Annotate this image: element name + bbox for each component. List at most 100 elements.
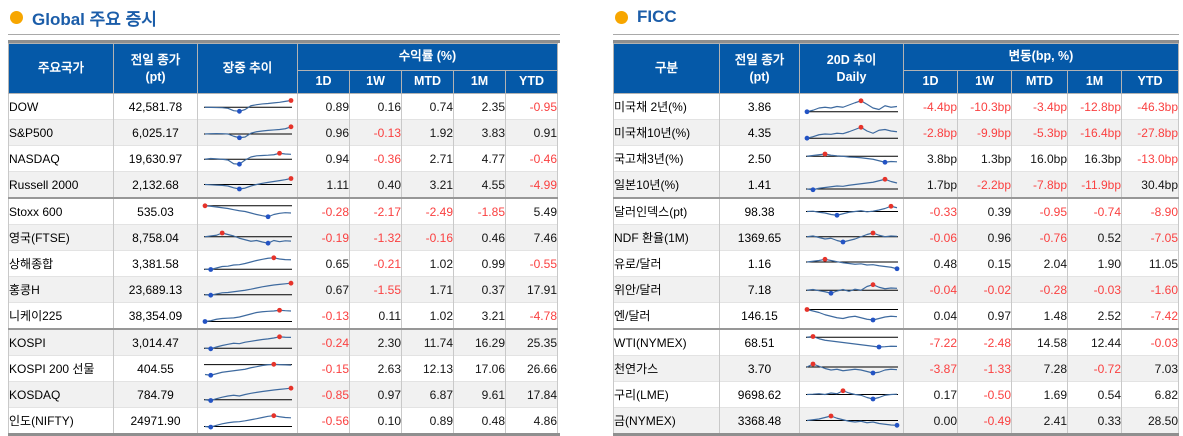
close-price-cell: 24971.90 <box>113 407 198 433</box>
change-value-cell: 2.63 <box>349 355 402 382</box>
table-row: KOSPI 200 선물 404.55 -0.15 2.63 12.13 17.06 26.… <box>8 355 558 382</box>
price-line <box>806 178 897 191</box>
change-value-cell: -0.49 <box>957 407 1012 433</box>
change-value-cell: 2.04 <box>1011 250 1068 277</box>
close-price-cell: 6,025.17 <box>113 119 198 146</box>
table-row: 미국채 2년(%) 3.86 -4.4bp -10.3bp -3.4bp -12.8bp -… <box>613 93 1179 120</box>
change-value-cell: -0.04 <box>903 276 958 303</box>
column-header-trend: 20D 추이 Daily <box>799 43 904 94</box>
sparkline-chart <box>805 203 898 218</box>
change-value-cell: -0.33 <box>903 197 958 225</box>
section-title: Global 주요 증시 <box>32 9 157 29</box>
low-marker-icon <box>207 398 213 403</box>
change-value-cell: -1.32 <box>349 224 402 251</box>
instrument-name-cell: 달러인덱스(pt) <box>613 197 720 225</box>
instrument-name-cell: 금(NYMEX) <box>613 407 720 433</box>
table-row: NASDAQ 19,630.97 0.94 -0.36 2.71 4.77 -0.46 <box>8 145 558 172</box>
high-marker-icon <box>276 307 282 313</box>
instrument-name-cell: NDF 환율(1M) <box>613 224 720 251</box>
price-line <box>806 100 897 113</box>
table-row: 상해종합 3,381.58 0.65 -0.21 1.02 0.99 -0.55 <box>8 250 558 277</box>
close-price-cell: 1369.65 <box>719 224 800 251</box>
global-markets-table: 주요국가 전일 종가 (pt) 장중 추이 수익률 (%) 1D 1W MTD 1M YTD DOW… <box>8 43 558 433</box>
change-value-cell: 1.69 <box>1011 381 1068 408</box>
sparkline-chart <box>805 230 898 245</box>
ficc-section-header: FICC <box>613 4 1179 35</box>
low-marker-icon <box>876 344 881 350</box>
trend-label-line1: 장중 추이 <box>222 61 273 76</box>
sparkline-chart <box>805 151 898 165</box>
close-price-cell: 19,630.97 <box>113 145 198 172</box>
trend-sparkline-cell <box>197 224 298 251</box>
sparkline-chart <box>202 203 292 220</box>
change-value-cell: 14.58 <box>1011 328 1068 356</box>
market-daily-report: Global 주요 증시 주요국가 전일 종가 (pt) 장중 추이 수익률 (%) 1D… <box>8 4 1179 436</box>
change-value-cell: 17.84 <box>505 381 558 408</box>
low-marker-icon <box>810 187 815 193</box>
section-title: FICC <box>637 7 677 26</box>
close-price-cell: 8,758.04 <box>113 224 198 251</box>
change-value-cell: -0.85 <box>297 381 350 408</box>
close-price-cell: 535.03 <box>113 197 198 225</box>
change-value-cell: 1.11 <box>297 171 350 198</box>
trend-sparkline-cell <box>197 355 298 382</box>
price-line <box>806 258 897 270</box>
change-value-cell: -13.0bp <box>1121 145 1179 172</box>
instrument-name-cell: 니케이225 <box>8 302 114 329</box>
change-value-cell: -11.9bp <box>1067 171 1122 198</box>
change-value-cell: 12.44 <box>1067 328 1122 356</box>
high-marker-icon <box>219 230 225 236</box>
column-header-period-1w: 1W <box>957 70 1012 94</box>
high-marker-icon <box>828 413 833 419</box>
change-value-cell: 0.99 <box>453 250 506 277</box>
table-row: 국고채3년(%) 2.50 3.8bp 1.3bp 16.0bp 16.3bp -13.0b… <box>613 145 1179 172</box>
trend-sparkline-cell <box>799 250 904 277</box>
change-value-cell: -46.3bp <box>1121 93 1179 120</box>
trend-sparkline-cell <box>799 276 904 303</box>
close-price-cell: 7.18 <box>719 276 800 303</box>
change-value-cell: -0.13 <box>297 302 350 329</box>
change-value-cell: 0.04 <box>903 302 958 329</box>
close-price-cell: 4.35 <box>719 119 800 146</box>
change-value-cell: 4.55 <box>453 171 506 198</box>
change-value-cell: 0.89 <box>297 93 350 120</box>
low-marker-icon <box>804 135 809 141</box>
close-label-line2: (pt) <box>145 69 166 84</box>
price-line <box>806 205 897 216</box>
trend-sparkline-cell <box>197 276 298 303</box>
high-marker-icon <box>810 361 815 367</box>
price-line <box>204 205 291 218</box>
instrument-name-cell: 인도(NIFTY) <box>8 407 114 433</box>
table-row: 유로/달러 1.16 0.48 0.15 2.04 1.90 11.05 <box>613 250 1179 277</box>
column-header-period-1m: 1M <box>1067 70 1122 94</box>
change-value-cell: 2.30 <box>349 328 402 356</box>
instrument-name-cell: 미국채10년(%) <box>613 119 720 146</box>
close-price-cell: 1.16 <box>719 250 800 277</box>
price-line <box>806 153 897 163</box>
change-value-cell: 2.52 <box>1067 302 1122 329</box>
high-marker-icon <box>840 388 845 394</box>
change-value-cell: 0.74 <box>401 93 454 120</box>
trend-sparkline-cell <box>799 197 904 225</box>
change-value-cell: -3.87 <box>903 355 958 382</box>
price-line <box>204 126 291 139</box>
change-value-cell: -16.4bp <box>1067 119 1122 146</box>
table-row: S&P500 6,025.17 0.96 -0.13 1.92 3.83 0.91 <box>8 119 558 146</box>
instrument-name-cell: 위안/달러 <box>613 276 720 303</box>
change-value-cell: 7.28 <box>1011 355 1068 382</box>
sparkline-chart <box>202 307 292 324</box>
change-value-cell: 0.91 <box>505 119 558 146</box>
change-value-cell: 0.97 <box>957 302 1012 329</box>
change-value-cell: 0.96 <box>297 119 350 146</box>
high-marker-icon <box>870 230 875 236</box>
high-marker-icon <box>804 307 809 312</box>
close-label-line1: 전일 종가 <box>734 53 785 68</box>
change-value-cell: 25.35 <box>505 328 558 356</box>
change-value-cell: 1.3bp <box>957 145 1012 172</box>
change-value-cell: 0.54 <box>1067 381 1122 408</box>
instrument-name-cell: 홍콩H <box>8 276 114 303</box>
column-header-period-ytd: YTD <box>1121 70 1179 94</box>
change-value-cell: -0.55 <box>505 250 558 277</box>
instrument-name-cell: KOSDAQ <box>8 381 114 408</box>
change-value-cell: 1.90 <box>1067 250 1122 277</box>
